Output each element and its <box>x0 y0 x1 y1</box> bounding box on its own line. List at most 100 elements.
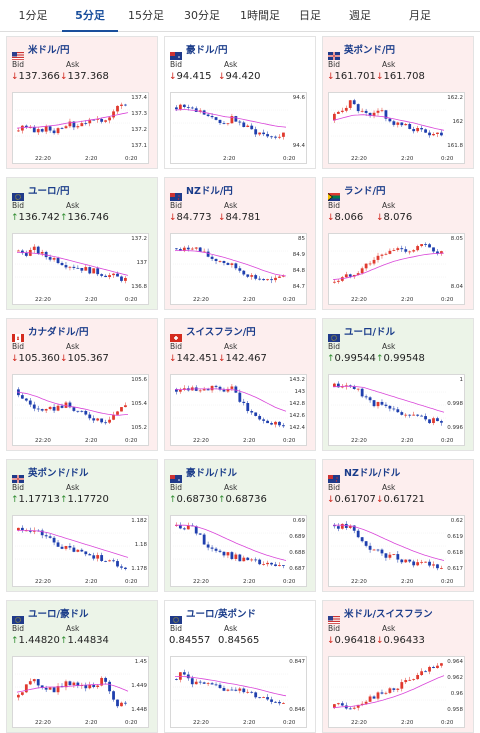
candle-body <box>262 419 266 421</box>
bid-value: ↓94.415 <box>169 71 212 82</box>
pair-card-8[interactable]: スイスフラン/円 Bid Ask ↓142.451 ↓142.467 143.2 143 14… <box>164 318 316 451</box>
pair-name-link[interactable]: スイスフラン/円 <box>186 327 256 338</box>
tab-7[interactable]: 週足 <box>349 9 371 22</box>
pair-card-1[interactable]: 米ドル/円 Bid Ask ↓137.366 ↓137.368 137.4 137.3 137… <box>6 36 158 169</box>
candle-body <box>392 121 396 125</box>
candle-body <box>412 128 416 132</box>
candle-body <box>396 554 400 560</box>
price-chart[interactable]: 0.847 0.846 22:20 2:20 0:20 <box>170 656 307 728</box>
pair-card-4[interactable]: ユーロ/円 Bid Ask ↑136.742 ↑136.746 137.2 137 136.8… <box>6 177 158 310</box>
pair-name-link[interactable]: 英ポンド/ドル <box>28 468 89 479</box>
ask-label: Ask <box>66 624 80 633</box>
candle-body <box>44 535 48 537</box>
price-chart[interactable]: 0.964 0.962 0.96 0.958 22:20 2:20 0:20 <box>328 656 465 728</box>
candle-body <box>88 684 92 689</box>
pair-card-9[interactable]: ユーロ/ドル Bid Ask ↑0.99544 ↑0.99548 1 0.998 0.996 2… <box>322 318 474 451</box>
price-chart[interactable]: 105.6 105.4 105.2 22:20 2:20 0:20 <box>12 374 149 446</box>
pair-name-link[interactable]: ユーロ/豪ドル <box>28 609 89 620</box>
price-chart[interactable]: 85 84.9 84.8 84.7 22:20 2:20 0:20 <box>170 233 307 305</box>
candle-body <box>88 554 92 556</box>
price-chart[interactable]: 1.182 1.18 1.178 22:20 2:20 0:20 <box>12 515 149 587</box>
price-chart[interactable]: 0.62 0.619 0.618 0.617 22:20 2:20 0:20 <box>328 515 465 587</box>
pair-card-5[interactable]: NZドル/円 Bid Ask ↓84.773 ↓84.781 85 84.9 84.8 84.7… <box>164 177 316 310</box>
candle-body <box>88 267 92 274</box>
candle-body <box>408 251 412 253</box>
tab-8[interactable]: 月足 <box>409 9 431 22</box>
candle-body <box>210 547 214 549</box>
tab-4[interactable]: 30分足 <box>184 9 220 22</box>
bid-value: ↓0.96418 <box>327 635 376 646</box>
candle-body <box>80 267 84 271</box>
pair-card-12[interactable]: NZドル/ドル Bid Ask ↓0.61707 ↓0.61721 0.62 0.619 0.… <box>322 459 474 592</box>
price-chart[interactable]: 8.05 8.04 22:20 2:20 0:20 <box>328 233 465 305</box>
candle-body <box>178 249 182 251</box>
pair-name-link[interactable]: NZドル/円 <box>186 186 233 197</box>
pair-card-3[interactable]: 英ポンド/円 Bid Ask ↓161.701 ↓161.708 162.2 162 161.… <box>322 36 474 169</box>
candle-body <box>206 251 210 257</box>
pair-card-13[interactable]: ユーロ/豪ドル Bid Ask ↑1.44820 ↑1.44834 1.45 1.449 1.… <box>6 600 158 733</box>
pair-name-link[interactable]: カナダドル/円 <box>28 327 89 338</box>
price-chart[interactable]: 94.6 94.4 2:20 0:20 <box>170 92 307 164</box>
price-chart[interactable]: 162.2 162 161.8 22:20 2:20 0:20 <box>328 92 465 164</box>
bid-label: Bid <box>170 342 182 351</box>
price-chart[interactable]: 137.2 137 136.8 22:20 2:20 0:20 <box>12 233 149 305</box>
candle-body <box>278 421 281 426</box>
price-chart[interactable]: 0.69 0.689 0.688 0.687 22:20 2:20 0:20 <box>170 515 307 587</box>
tab-5[interactable]: 1時間足 <box>240 9 280 22</box>
pair-card-2[interactable]: 豪ドル/円 Bid Ask ↓94.415 ↓94.420 94.6 94.4 2:20 0:2… <box>164 36 316 169</box>
moving-average-line <box>333 524 445 561</box>
x-tick-label: 2:20 <box>243 297 256 303</box>
candle-body <box>108 117 111 121</box>
price-chart[interactable]: 143.2 143 142.8 142.6 142.4 22:20 2:20 0:20 <box>170 374 307 446</box>
candle-body <box>190 248 194 250</box>
pair-name-link[interactable]: ユーロ/円 <box>28 186 70 197</box>
pair-name-link[interactable]: ユーロ/英ポンド <box>186 609 256 620</box>
candle-body <box>348 100 352 108</box>
arrow-down-icon: ↓ <box>376 636 384 646</box>
tab-3[interactable]: 15分足 <box>128 9 164 22</box>
x-tick-label: 2:20 <box>401 720 414 726</box>
pair-card-14[interactable]: ユーロ/英ポンド Bid Ask 0.84557 0.84565 0.847 0.846 22… <box>164 600 316 733</box>
ask-price: 0.68736 <box>225 494 267 505</box>
pair-name-link[interactable]: NZドル/ドル <box>344 468 401 479</box>
candle-body <box>182 528 186 530</box>
pair-name-link[interactable]: 英ポンド/円 <box>344 45 395 56</box>
price-chart[interactable]: 1 0.998 0.996 22:20 2:20 0:20 <box>328 374 465 446</box>
candle-body <box>246 274 250 277</box>
candle-body <box>206 389 210 391</box>
pair-name-link[interactable]: 豪ドル/円 <box>186 45 228 56</box>
candle-body <box>76 549 80 552</box>
candle-body <box>68 121 72 127</box>
price-chart[interactable]: 1.45 1.449 1.448 22:20 2:20 0:20 <box>12 656 149 728</box>
arrow-down-icon: ↓ <box>218 72 226 82</box>
pair-card-6[interactable]: ランド/円 Bid Ask ↓8.066 ↓8.076 8.05 8.04 22:20 2:20… <box>322 177 474 310</box>
ask-price: 136.746 <box>67 212 109 223</box>
pair-name-link[interactable]: 米ドル/スイスフラン <box>344 609 433 620</box>
y-tick-label: 84.9 <box>292 252 305 258</box>
pair-name-link[interactable]: ランド/円 <box>344 186 386 197</box>
candle-body <box>222 123 226 124</box>
tab-2[interactable]: 5分足 <box>62 0 118 32</box>
pair-name-link[interactable]: 米ドル/円 <box>28 45 70 56</box>
pair-card-7[interactable]: カナダドル/円 Bid Ask ↓105.360 ↓105.367 105.6 105.4 1… <box>6 318 158 451</box>
pair-name-link[interactable]: 豪ドル/ドル <box>186 468 237 479</box>
candle-body <box>416 675 420 680</box>
candle-body <box>246 403 250 412</box>
candle-body <box>52 687 56 693</box>
bid-label: Bid <box>12 201 24 210</box>
candle-body <box>242 557 246 562</box>
ask-price: 0.61721 <box>383 494 425 505</box>
price-chart[interactable]: 137.4 137.3 137.2 137.1 22:20 2:20 0:20 <box>12 92 149 164</box>
candle-body <box>198 681 202 683</box>
candle-body <box>400 122 404 126</box>
tab-1[interactable]: 1分足 <box>18 9 48 22</box>
tab-6[interactable]: 日足 <box>299 9 321 22</box>
pair-card-15[interactable]: 米ドル/スイスフラン Bid Ask ↓0.96418 ↓0.96433 0.964 0.9… <box>322 600 474 733</box>
candle-body <box>80 410 84 412</box>
candle-body <box>124 405 127 408</box>
pair-name-link[interactable]: ユーロ/ドル <box>344 327 395 338</box>
candle-body <box>376 692 380 699</box>
pair-card-10[interactable]: 英ポンド/ドル Bid Ask ↑1.17713 ↑1.17720 1.182 1.18 1.… <box>6 459 158 592</box>
pair-card-11[interactable]: 豪ドル/ドル Bid Ask ↑0.68730 ↑0.68736 0.69 0.689 0.6… <box>164 459 316 592</box>
ask-price: 0.84565 <box>218 635 260 646</box>
